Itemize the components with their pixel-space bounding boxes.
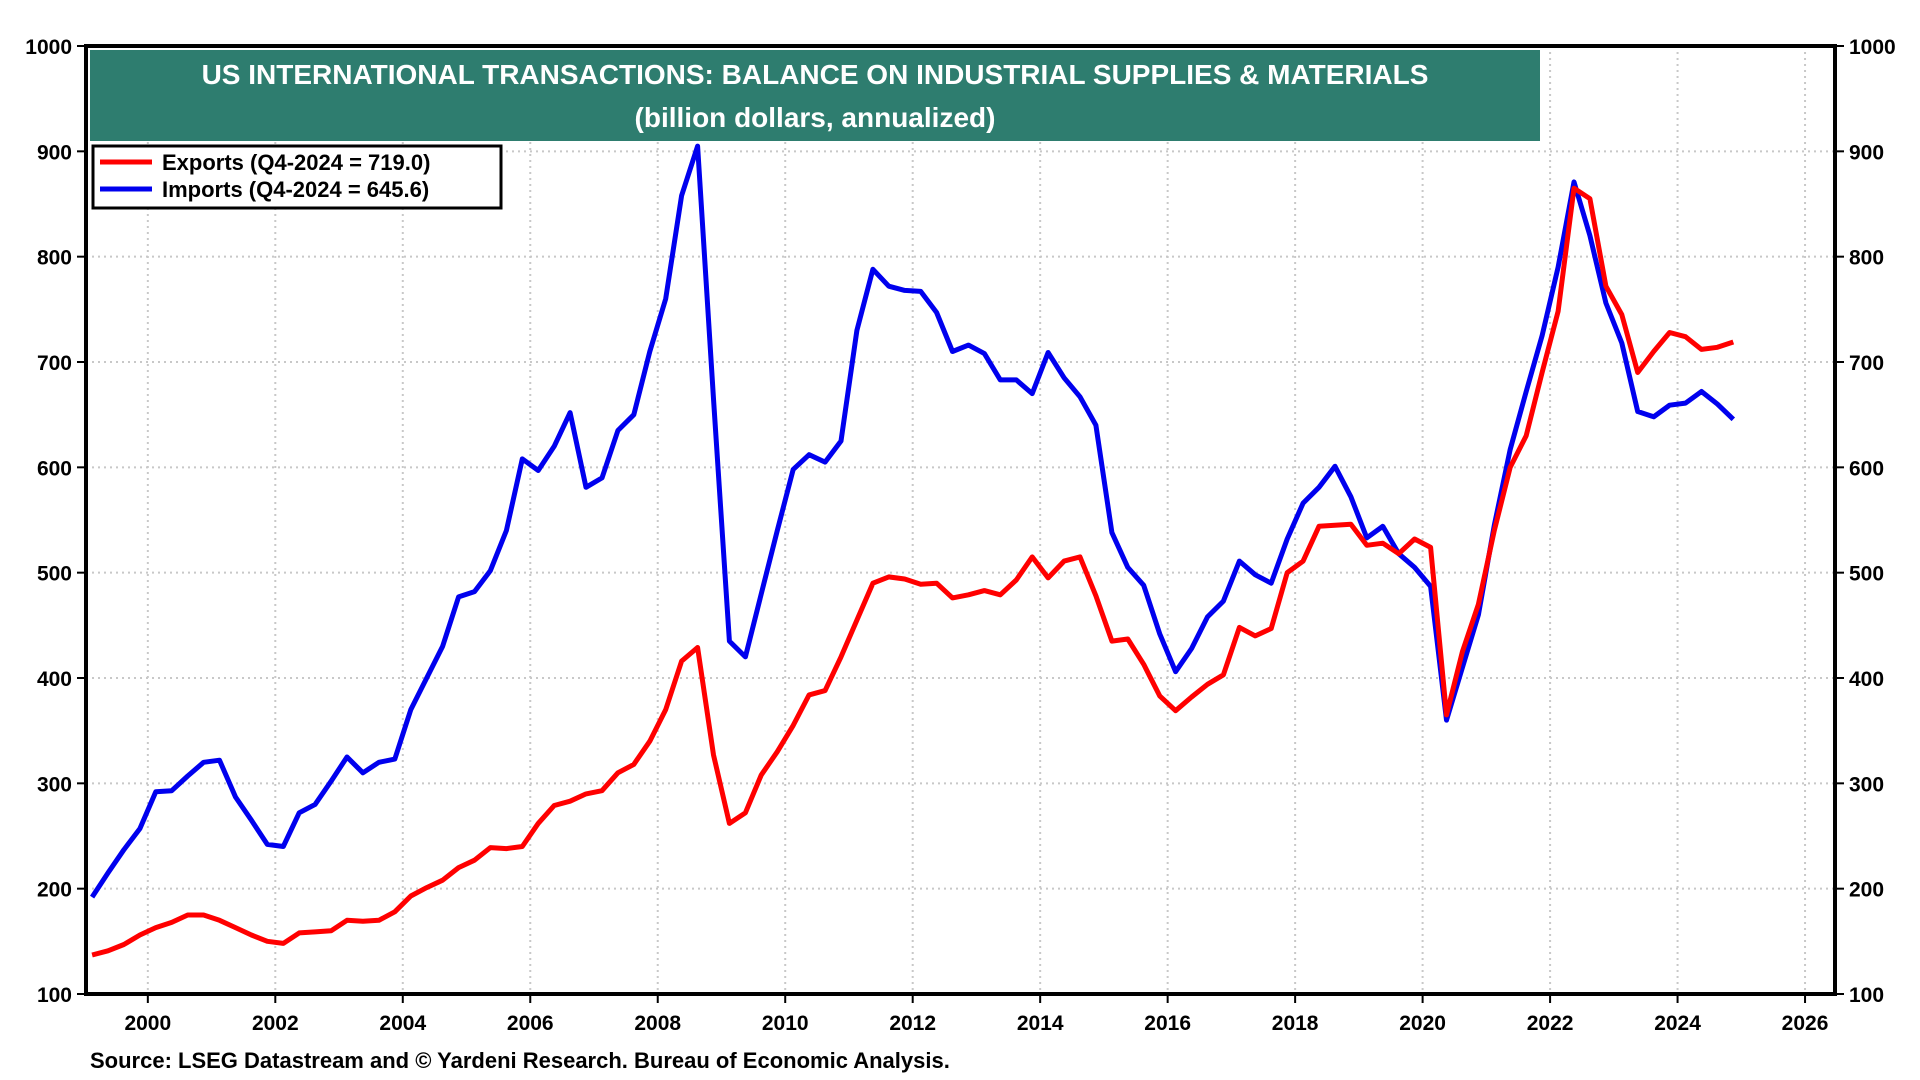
x-tick-label: 2002 bbox=[252, 1012, 299, 1035]
y-tick-label-right: 800 bbox=[1849, 247, 1884, 270]
y-tick-label-right: 300 bbox=[1849, 773, 1884, 796]
x-tick-label: 2022 bbox=[1527, 1012, 1574, 1035]
axis-labels: 2000 2002 2004 2006 2008 2010 2012 2014 2016 2018… bbox=[25, 36, 1895, 1035]
y-tick-label-right: 700 bbox=[1849, 352, 1884, 375]
y-tick-label-left: 700 bbox=[37, 352, 72, 375]
legend-label-imports: Imports (Q4-2024 = 645.6) bbox=[162, 177, 429, 202]
x-tick-label: 2018 bbox=[1272, 1012, 1319, 1035]
y-tick-label-left: 800 bbox=[37, 247, 72, 270]
source-note: Source: LSEG Datastream and © Yardeni Re… bbox=[90, 1048, 950, 1073]
y-tick-label-left: 300 bbox=[37, 773, 72, 796]
plot-frame bbox=[84, 44, 1837, 996]
y-tick-label-right: 600 bbox=[1849, 457, 1884, 480]
y-tick-label-right: 900 bbox=[1849, 141, 1884, 164]
y-tick-label-left: 100 bbox=[37, 984, 72, 1007]
series-group bbox=[90, 143, 1736, 958]
x-tick-label: 2004 bbox=[379, 1012, 426, 1035]
y-tick-label-right: 400 bbox=[1849, 668, 1884, 691]
x-tick-label: 2016 bbox=[1144, 1012, 1191, 1035]
x-tick-label: 2020 bbox=[1399, 1012, 1446, 1035]
legend: Exports (Q4-2024 = 719.0) Imports (Q4-20… bbox=[91, 144, 503, 210]
x-tick-label: 2010 bbox=[762, 1012, 809, 1035]
y-tick-label-right: 200 bbox=[1849, 879, 1884, 902]
x-tick-label: 2008 bbox=[634, 1012, 681, 1035]
legend-box bbox=[91, 144, 503, 210]
x-tick-label: 2000 bbox=[124, 1012, 171, 1035]
y-tick-label-right: 1000 bbox=[1849, 36, 1896, 59]
y-tick-label-left: 400 bbox=[37, 668, 72, 691]
y-tick-label-left: 500 bbox=[37, 563, 72, 586]
x-tick-label: 2012 bbox=[889, 1012, 936, 1035]
y-tick-label-left: 1000 bbox=[25, 36, 72, 59]
title-box bbox=[90, 50, 1540, 141]
y-tick-label-right: 500 bbox=[1849, 563, 1884, 586]
chart-subtitle: (billion dollars, annualized) bbox=[635, 102, 996, 133]
x-tick-label: 2006 bbox=[507, 1012, 554, 1035]
x-tick-label: 2014 bbox=[1017, 1012, 1064, 1035]
y-tick-label-left: 900 bbox=[37, 141, 72, 164]
y-tick-label-left: 600 bbox=[37, 457, 72, 480]
x-tick-label: 2026 bbox=[1782, 1012, 1829, 1035]
series-line-exports bbox=[91, 185, 1735, 958]
series-line-imports bbox=[90, 143, 1736, 899]
x-tick-label: 2024 bbox=[1654, 1012, 1701, 1035]
legend-label-exports: Exports (Q4-2024 = 719.0) bbox=[162, 150, 430, 175]
chart-title: US INTERNATIONAL TRANSACTIONS: BALANCE O… bbox=[202, 59, 1429, 90]
y-tick-label-left: 200 bbox=[37, 879, 72, 902]
axis-ticks bbox=[77, 45, 1844, 1003]
y-tick-label-right: 100 bbox=[1849, 984, 1884, 1007]
